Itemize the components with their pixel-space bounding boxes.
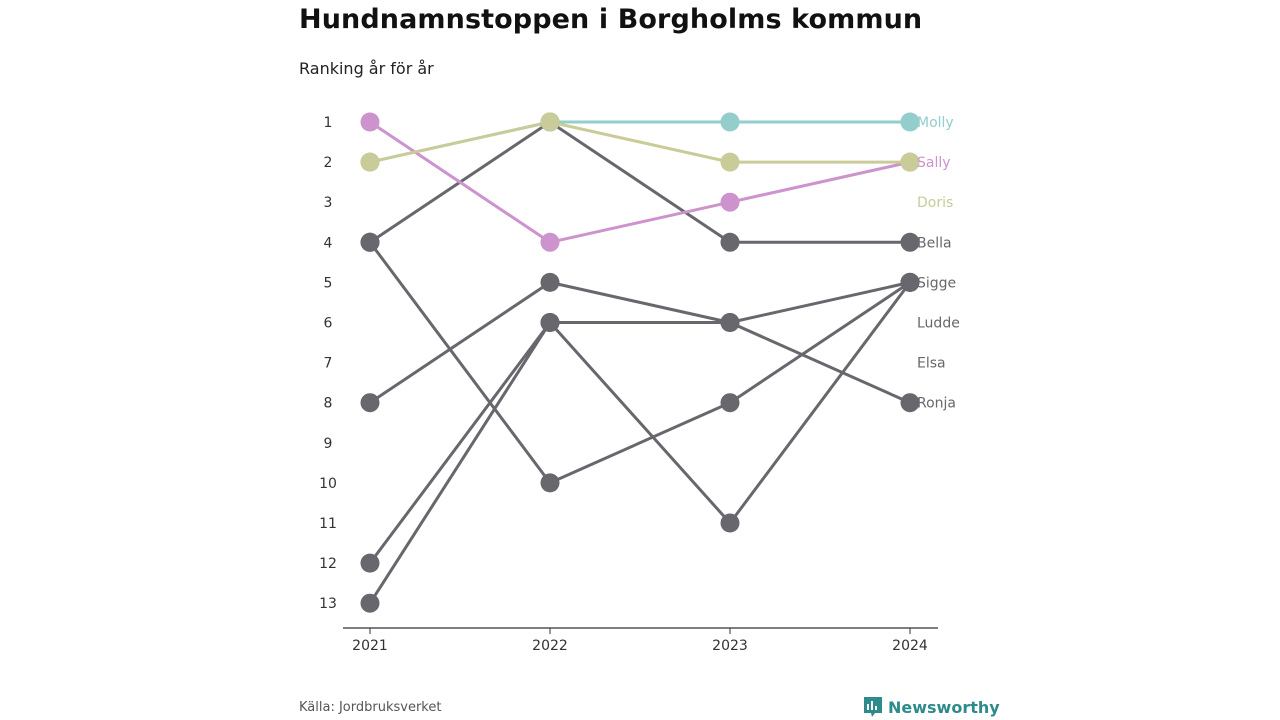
series-line-doris	[368, 120, 912, 164]
data-point-ronja	[720, 313, 740, 332]
data-point-doris	[360, 152, 380, 172]
chart-subtitle: Ranking år för år	[299, 59, 434, 78]
data-point-ronja	[900, 272, 920, 292]
brand-name: Newsworthy	[888, 697, 1000, 717]
source-note: Källa: Jordbruksverket	[299, 700, 442, 715]
series-line-elsa	[368, 280, 912, 405]
y-tick-label: 10	[319, 476, 337, 492]
x-tick-label: 2021	[352, 638, 388, 654]
end-label-ronja: Ronja	[917, 396, 956, 412]
end-labels: Molly Sally Doris Bella Sigge Ludde Elsa Ronja	[917, 115, 960, 412]
data-point-sally	[360, 112, 380, 132]
series-points	[360, 112, 920, 613]
newsworthy-icon	[864, 697, 882, 717]
y-tick-label: 13	[319, 596, 337, 612]
data-point-doris	[540, 112, 560, 132]
data-point-sally	[720, 192, 740, 212]
data-point-ludde	[720, 393, 740, 413]
series-line-ronja	[368, 280, 912, 565]
data-point-bella	[720, 232, 740, 252]
data-point-molly	[720, 112, 740, 132]
data-point-sally	[540, 232, 560, 252]
y-tick-label: 4	[324, 235, 333, 251]
y-tick-label: 8	[324, 396, 333, 412]
end-label-bella: Bella	[917, 235, 952, 251]
x-tick-label: 2023	[712, 638, 748, 654]
data-point-elsa	[900, 393, 920, 413]
data-point-doris	[720, 152, 740, 172]
series-line-sally	[368, 120, 912, 244]
y-tick-label: 12	[319, 556, 337, 572]
data-point-ludde	[540, 473, 560, 493]
data-point-ludde	[360, 232, 380, 252]
y-tick-label: 5	[324, 275, 333, 291]
series-lines	[368, 120, 912, 605]
end-label-elsa: Elsa	[917, 356, 946, 372]
end-label-molly: Molly	[917, 115, 954, 131]
data-point-elsa	[540, 272, 560, 292]
data-point-ronja	[540, 313, 560, 332]
y-tick-label: 1	[324, 115, 333, 131]
x-tick-label: 2022	[532, 638, 568, 654]
series-line-bella	[368, 120, 912, 244]
brand-logo: Newsworthy	[863, 696, 1000, 718]
y-tick-label: 7	[324, 356, 333, 372]
series-line-ludde	[368, 240, 912, 485]
data-point-sigge	[720, 513, 740, 533]
data-point-elsa	[360, 393, 380, 413]
end-label-sally: Sally	[917, 155, 951, 171]
y-tick-label: 3	[324, 195, 333, 211]
series-line-sigge	[368, 280, 912, 605]
y-tick-label: 6	[324, 316, 333, 332]
data-point-doris	[900, 152, 920, 172]
data-point-bella	[900, 232, 920, 252]
data-point-molly	[900, 112, 920, 132]
end-label-doris: Doris	[917, 195, 953, 211]
chart-title: Hundnamnstoppen i Borgholms kommun	[299, 4, 923, 35]
data-point-sigge	[360, 593, 380, 613]
y-tick-label: 9	[324, 436, 333, 452]
data-point-ronja	[360, 553, 380, 573]
x-tick-label: 2024	[892, 638, 928, 654]
end-label-sigge: Sigge	[917, 275, 956, 291]
y-tick-label: 11	[319, 516, 337, 532]
y-tick-label: 2	[324, 155, 333, 171]
end-label-ludde: Ludde	[917, 316, 960, 332]
